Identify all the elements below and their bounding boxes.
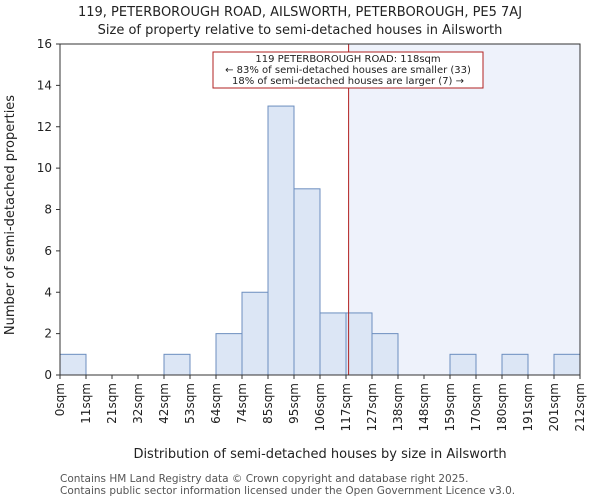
x-tick-label: 11sqm [79,383,93,424]
x-tick-label: 201sqm [547,383,561,431]
y-tick-label: 14 [37,78,52,92]
x-tick-label: 148sqm [417,383,431,431]
x-axis-label: Distribution of semi-detached houses by … [133,447,506,462]
x-tick-label: 0sqm [53,383,67,416]
x-tick-label: 53sqm [183,383,197,424]
x-tick-label: 159sqm [443,383,457,431]
annotation-line-3: 18% of semi-detached houses are larger (… [232,76,464,87]
bar-117sqm [345,312,373,376]
y-tick-label: 12 [37,120,52,134]
y-axis-label: Number of semi-detached properties [3,95,18,335]
bar-85sqm [267,105,295,376]
x-tick-label: 95sqm [287,383,301,424]
bar-127sqm [371,333,399,376]
chart-subtitle: Size of property relative to semi-detach… [98,23,503,38]
x-tick-label: 64sqm [209,383,223,424]
annotation-line-1: 119 PETERBOROUGH ROAD: 118sqm [255,54,440,65]
bars [59,105,581,376]
y-tick-label: 10 [37,161,52,175]
bar-159sqm [449,353,477,376]
x-tick-label: 106sqm [313,383,327,431]
bar-64sqm [215,333,243,376]
annotation-box: 119 PETERBOROUGH ROAD: 118sqm ← 83% of s… [212,51,484,89]
bar-74sqm [241,291,269,376]
y-tick-label: 16 [37,37,52,51]
x-tick-label: 42sqm [157,383,171,424]
x-tick-label: 74sqm [235,383,249,424]
footer-line-1: Contains HM Land Registry data © Crown c… [60,473,468,485]
x-tick-label: 85sqm [261,383,275,424]
x-tick-label: 170sqm [469,383,483,431]
bar-95sqm [293,188,321,376]
bar-106sqm [319,312,347,376]
x-axis: 0sqm 11sqm 21sqm 32sqm 42sqm 53sqm 64sqm 74sqm 8… [53,375,587,431]
bar-42sqm [163,353,191,376]
x-tick-label: 191sqm [521,383,535,431]
x-tick-label: 32sqm [131,383,145,424]
annotation-line-2: ← 83% of semi-detached houses are smalle… [225,65,471,76]
x-tick-label: 117sqm [339,383,353,431]
bar-0sqm [59,353,87,376]
chart-title: 119, PETERBOROUGH ROAD, AILSWORTH, PETER… [78,5,522,20]
footer-line-2: Contains public sector information licen… [60,485,515,497]
bar-201sqm [553,353,581,376]
bar-180sqm [501,353,529,376]
y-axis: 0 2 4 6 8 10 12 14 16 [37,37,60,382]
x-tick-label: 180sqm [495,383,509,431]
x-tick-label: 212sqm [573,383,587,431]
y-tick-label: 8 [44,203,52,217]
x-tick-label: 21sqm [105,383,119,424]
y-tick-label: 2 [44,327,52,341]
y-tick-label: 4 [44,285,52,299]
highlight-region [348,44,580,375]
x-tick-label: 138sqm [391,383,405,431]
y-tick-label: 6 [44,244,52,258]
y-tick-label: 0 [44,368,52,382]
x-tick-label: 127sqm [365,383,379,431]
